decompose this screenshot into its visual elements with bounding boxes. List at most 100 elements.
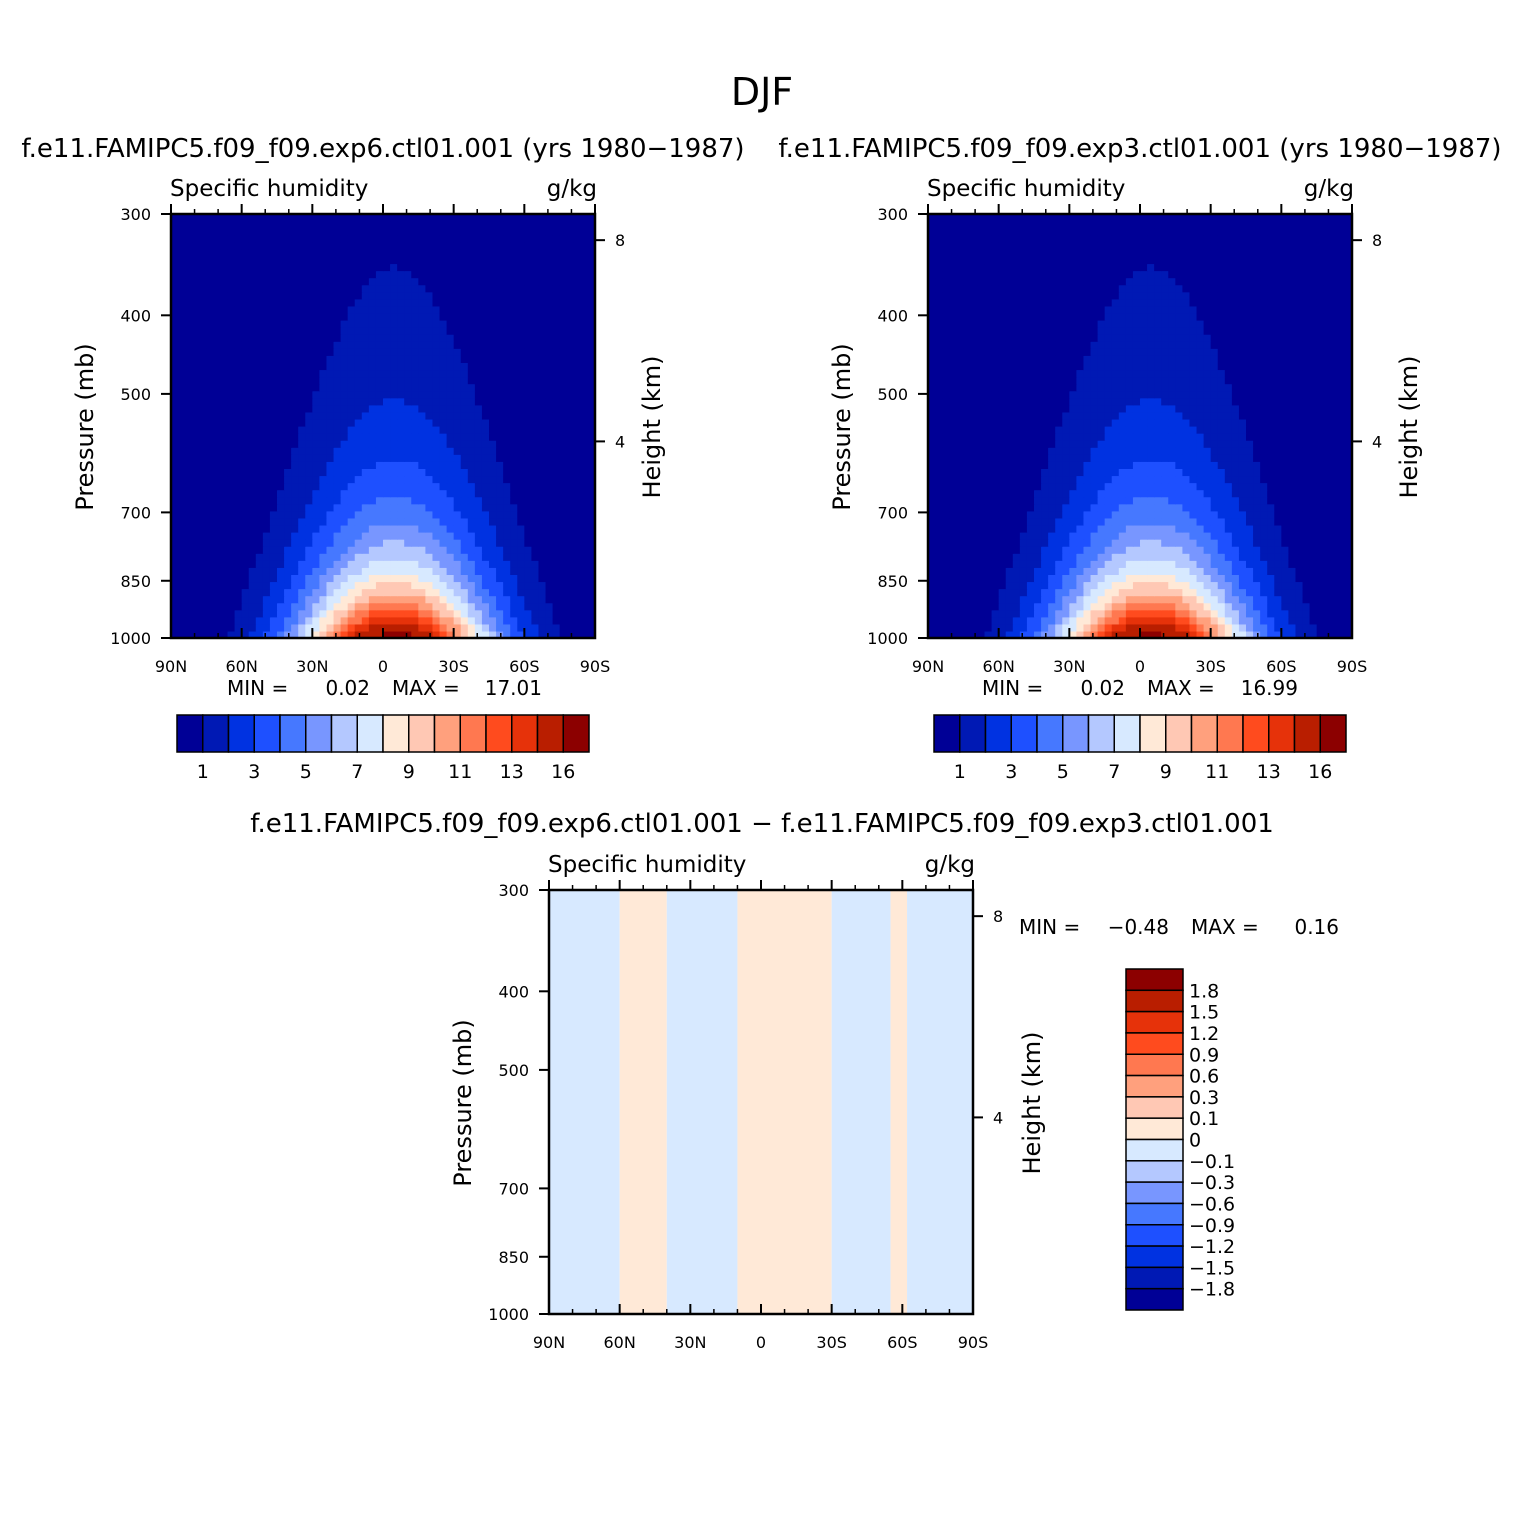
panel-exp3-cell [1211,596,1219,604]
panel-exp3-cell [992,525,1000,533]
panel-exp6-cell [270,497,278,505]
panel-exp6-cell [454,221,462,229]
panel-exp6-cell [411,553,419,561]
panel-exp3-cell [1288,574,1296,582]
panel-exp3-cell [1083,532,1091,540]
panel-exp6-cell [270,306,278,314]
panel-exp6-cell [390,603,398,611]
panel-exp6-cell [242,292,250,300]
panel-exp6-cell [531,292,539,300]
panel-exp6-cell [376,369,384,377]
panel-exp6-cell [298,398,306,406]
panel-exp3-cell [1161,567,1169,575]
panel-exp3-cell [949,567,957,575]
panel-exp3-cell [1189,497,1197,505]
panel-exp3-cell [999,553,1007,561]
panel-exp6-cell [404,398,412,406]
panel-exp6-cell [418,532,426,540]
panel-exp6-cell [319,235,327,243]
panel-exp6-cell [199,525,207,533]
panel-exp3-cell [1069,539,1077,547]
panel-exp3-cell [1020,596,1028,604]
panel-exp6-cell [482,518,490,526]
panel-exp6-cell [284,596,292,604]
panel-exp6-xtick-label: 90S [580,657,611,676]
panel-exp6-cell [503,341,511,349]
panel-exp6-ylabel-right: Height (km) [638,356,666,499]
panel-exp6-cell [341,603,349,611]
panel-exp6-cell [397,278,405,286]
panel-exp6-cell [531,567,539,575]
panel-exp6-cell [220,426,228,434]
panel-exp6-cell [383,589,391,597]
panel-exp6-cell [213,511,221,519]
panel-exp3-cell [1041,553,1049,561]
panel-exp6-cell [376,341,384,349]
panel-exp6-cell [574,574,582,582]
panel-exp6-cell [447,574,455,582]
panel-exp3-cell [942,504,950,512]
panel-exp6-cell [454,405,462,413]
panel-exp6-cell [560,278,568,286]
panel-exp6-cell [348,617,356,625]
panel-exp6-cell [517,299,525,307]
panel-exp6-cell [355,454,363,462]
panel-exp6-cell [228,412,236,420]
panel-exp6-cell [531,589,539,597]
panel-exp6-cell [362,497,370,505]
panel-exp6-cell [496,624,504,632]
panel-exp6-cell [538,384,546,392]
panel-exp6-cell [192,525,200,533]
panel-exp6-cell [242,461,250,469]
panel-exp3-cell [1295,490,1303,498]
panel-exp6-cell [263,271,271,279]
panel-exp6-cell [206,348,214,356]
panel-exp3-cell [985,483,993,491]
panel-exp3-cell [1253,617,1261,625]
panel-exp6-cell [383,617,391,625]
panel-exp6-cell [468,292,476,300]
panel-exp6-cell [334,511,342,519]
panel-exp6-cell [199,532,207,540]
panel-exp6-cell [341,581,349,589]
panel-exp6-cell [553,355,561,363]
panel-exp6-cell [348,483,356,491]
panel-exp6-cell [348,362,356,370]
panel-exp6-cell [496,447,504,455]
panel-exp6-cell [503,497,511,505]
panel-exp6-cell [440,299,448,307]
panel-exp3-cell [956,560,964,568]
panel-exp6-cell [503,468,511,476]
panel-exp6-cell [383,461,391,469]
panel-exp6-cell [454,525,462,533]
panel-exp6-cell [185,398,193,406]
panel-exp3-cell [1140,589,1148,597]
panel-exp6-cell [531,581,539,589]
panel-exp3-cell [985,603,993,611]
panel-exp6-cell [447,603,455,611]
panel-exp3-cell [1013,511,1021,519]
panel-exp6-cell [341,235,349,243]
panel-exp6-cell [228,440,236,448]
panel-exp6-cell [404,320,412,328]
panel-exp6-cell [524,468,532,476]
panel-exp3-cell [1260,546,1268,554]
panel-exp6-ytick-right-label: 4 [615,432,625,451]
panel-exp6-cell [334,574,342,582]
panel-exp6-cell [454,327,462,335]
panel-exp3-cell [963,553,971,561]
panel-exp6-cell [362,596,370,604]
panel-exp6-cell [312,362,320,370]
panel-exp6-cell [249,271,257,279]
panel-exp6-cell [404,504,412,512]
panel-exp6-cell [574,249,582,257]
panel-exp6-cell [574,603,582,611]
panel-exp3-cell [1204,511,1212,519]
panel-exp3-cell [1331,603,1339,611]
panel-exp6-cell [376,433,384,441]
panel-exp6-cell [192,440,200,448]
panel-exp3-cell [1147,617,1155,625]
panel-exp3-cell [1338,610,1346,618]
panel-exp3-cell [1211,603,1219,611]
